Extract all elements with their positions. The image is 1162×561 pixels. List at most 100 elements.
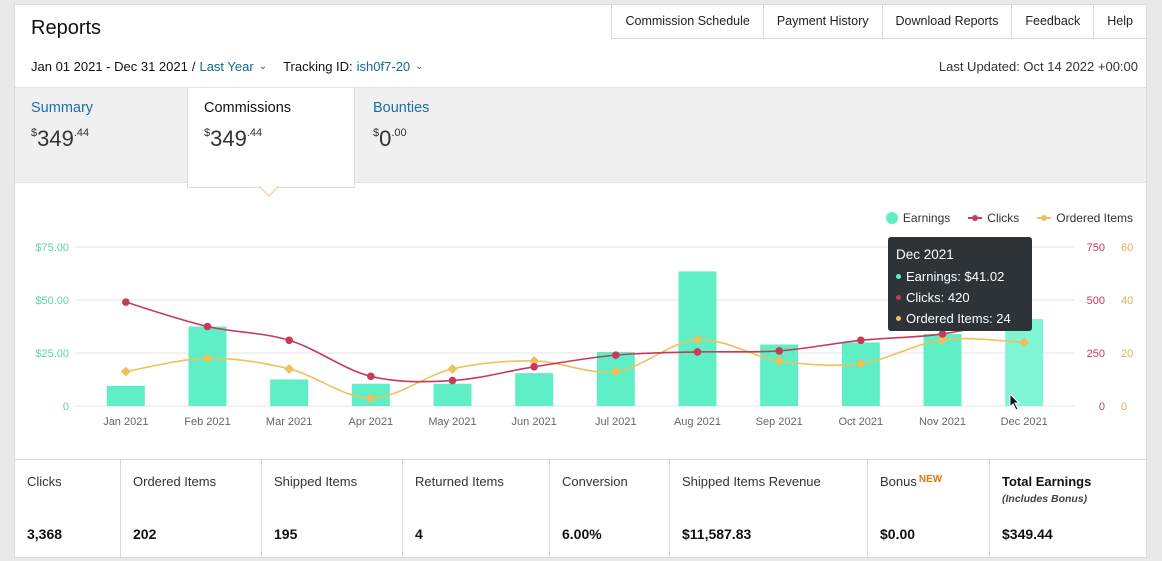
tab-bounties-amount: $0.00 (373, 126, 407, 151)
chevron-down-icon[interactable]: ⌄ (258, 61, 268, 72)
x-axis-tick: Feb 2021 (184, 416, 230, 428)
ordered-items-point (610, 366, 621, 377)
clicks-point (612, 351, 620, 359)
legend-earnings[interactable]: Earnings (885, 211, 950, 225)
ordered-items-point (692, 334, 703, 345)
clicks-point (203, 322, 212, 331)
ordered-items-point (447, 363, 458, 374)
left-axis-tick: 0 (63, 401, 69, 413)
right2-axis-tick: 40 (1121, 295, 1133, 307)
ordered-items-point (774, 356, 785, 366)
legend-ordered-items[interactable]: Ordered Items (1037, 211, 1133, 225)
right-axis-tick: 250 (1087, 348, 1105, 360)
ordered-items-point (202, 353, 213, 364)
chart-tooltip: Dec 2021 Earnings: $41.02 Clicks: 420 Or… (888, 237, 1032, 331)
legend-earnings-dot-icon (885, 212, 898, 224)
new-badge: NEW (918, 474, 943, 485)
filter-bar: Jan 01 2021 - Dec 31 2021 / Last Year ⌄ … (31, 59, 424, 74)
tracking-id-label: Tracking ID: (283, 59, 353, 74)
x-axis-tick: Oct 2021 (839, 416, 884, 428)
right-axis-tick: 0 (1099, 401, 1105, 413)
mouse-cursor-icon (1009, 393, 1021, 411)
tooltip-row-earnings: Earnings: $41.02 (896, 266, 1024, 287)
stat-shipped-items: Shipped Items 195 (262, 460, 403, 558)
clicks-point (530, 362, 538, 371)
legend-ordered-line-icon (1037, 215, 1052, 221)
stat-shipped-revenue: Shipped Items Revenue $11,587.83 (670, 460, 868, 558)
earnings-bar (188, 326, 227, 406)
left-axis-tick: $25.00 (35, 348, 69, 360)
x-axis-tick: May 2021 (428, 416, 476, 428)
slash-separator: / (191, 59, 196, 74)
tooltip-title: Dec 2021 (896, 247, 954, 262)
stat-clicks: Clicks 3,368 (15, 460, 121, 558)
right2-axis-tick: 20 (1121, 348, 1133, 360)
x-axis-tick: Mar 2021 (266, 416, 312, 428)
right-axis-tick: 500 (1087, 295, 1105, 307)
x-axis-tick: Aug 2021 (674, 416, 721, 428)
ordered-items-line (125, 337, 1025, 399)
ordered-items-point (529, 356, 540, 366)
ordered-items-point (120, 366, 131, 377)
stats-row: Clicks 3,368 Ordered Items 202 Shipped Ite… (15, 459, 1146, 558)
tab-summary-label: Summary (31, 100, 94, 116)
date-range: Jan 01 2021 - Dec 31 2021 (31, 59, 188, 74)
right2-axis-tick: 60 (1121, 242, 1133, 254)
earnings-bar (760, 344, 799, 406)
ordered-items-point (284, 363, 295, 374)
earnings-bar (923, 333, 962, 406)
tooltip-row-clicks: Clicks: 420 (896, 287, 1024, 308)
tracking-id-dropdown[interactable]: ish0f7-20 (356, 59, 411, 74)
earnings-chart[interactable]: $75.00 $50.00 $25.00 0 750 500 250 0 60 40 20 0 Jan … (15, 199, 1146, 445)
top-nav: Commission Schedule Payment History Down… (611, 5, 1146, 39)
earnings-bar (515, 373, 554, 406)
feedback-button[interactable]: Feedback (1011, 5, 1094, 39)
tab-summary[interactable]: Summary $349.44 (15, 88, 187, 184)
stat-returned-items: Returned Items 4 (403, 460, 550, 558)
earnings-bar (841, 342, 880, 406)
payment-history-button[interactable]: Payment History (762, 5, 882, 39)
stat-ordered-items: Ordered Items 202 (121, 460, 262, 558)
tab-commissions-amount: $349.44 (204, 126, 263, 151)
right-axis-tick: 750 (1087, 242, 1105, 254)
ordered-items-point (855, 358, 866, 369)
active-tab-caret-icon (259, 186, 279, 197)
x-axis-tick: Sep 2021 (756, 416, 803, 428)
stat-bonus: Bonus NEW $0.00 (868, 460, 990, 558)
x-axis-tick: Dec 2021 (1001, 416, 1048, 428)
tabs-bar: Summary $349.44 Commissions $349.44 Boun… (15, 87, 1146, 188)
tab-bounties[interactable]: Bounties $0.00 (357, 88, 517, 184)
x-axis-tick: Apr 2021 (349, 416, 394, 428)
stat-total-earnings: Total Earnings (Includes Bonus) $349.44 (1002, 474, 1092, 542)
commission-schedule-button[interactable]: Commission Schedule (611, 5, 763, 39)
clicks-point (448, 376, 457, 385)
clicks-point (122, 298, 130, 306)
clicks-point (693, 348, 702, 356)
tab-commissions[interactable]: Commissions $349.44 (187, 88, 355, 188)
earnings-bar (270, 379, 309, 406)
left-axis-tick: $50.00 (35, 295, 69, 307)
x-axis-tick: Jan 2021 (103, 416, 148, 428)
x-axis-tick: Nov 2021 (919, 416, 966, 428)
legend-clicks-line-icon (968, 215, 983, 221)
tab-bounties-label: Bounties (373, 100, 430, 116)
ordered-items-point (937, 334, 948, 345)
help-button[interactable]: Help (1093, 5, 1146, 39)
clicks-point (938, 330, 947, 338)
chevron-down-icon[interactable]: ⌄ (415, 61, 424, 72)
earnings-bar (1005, 319, 1044, 406)
earnings-bar (596, 351, 635, 406)
clicks-point (367, 372, 375, 381)
download-reports-button[interactable]: Download Reports (881, 5, 1012, 39)
ordered-items-point (365, 393, 376, 403)
clicks-point (857, 336, 865, 345)
legend-clicks[interactable]: Clicks (968, 211, 1019, 225)
earnings-bar (433, 383, 472, 406)
x-axis-tick: Jul 2021 (595, 416, 637, 428)
clicks-line (125, 301, 1025, 383)
clicks-point (285, 336, 293, 345)
stat-conversion: Conversion 6.00% (550, 460, 670, 558)
clicks-point (775, 347, 783, 355)
earnings-bar (106, 385, 145, 406)
period-dropdown[interactable]: Last Year (199, 59, 254, 74)
